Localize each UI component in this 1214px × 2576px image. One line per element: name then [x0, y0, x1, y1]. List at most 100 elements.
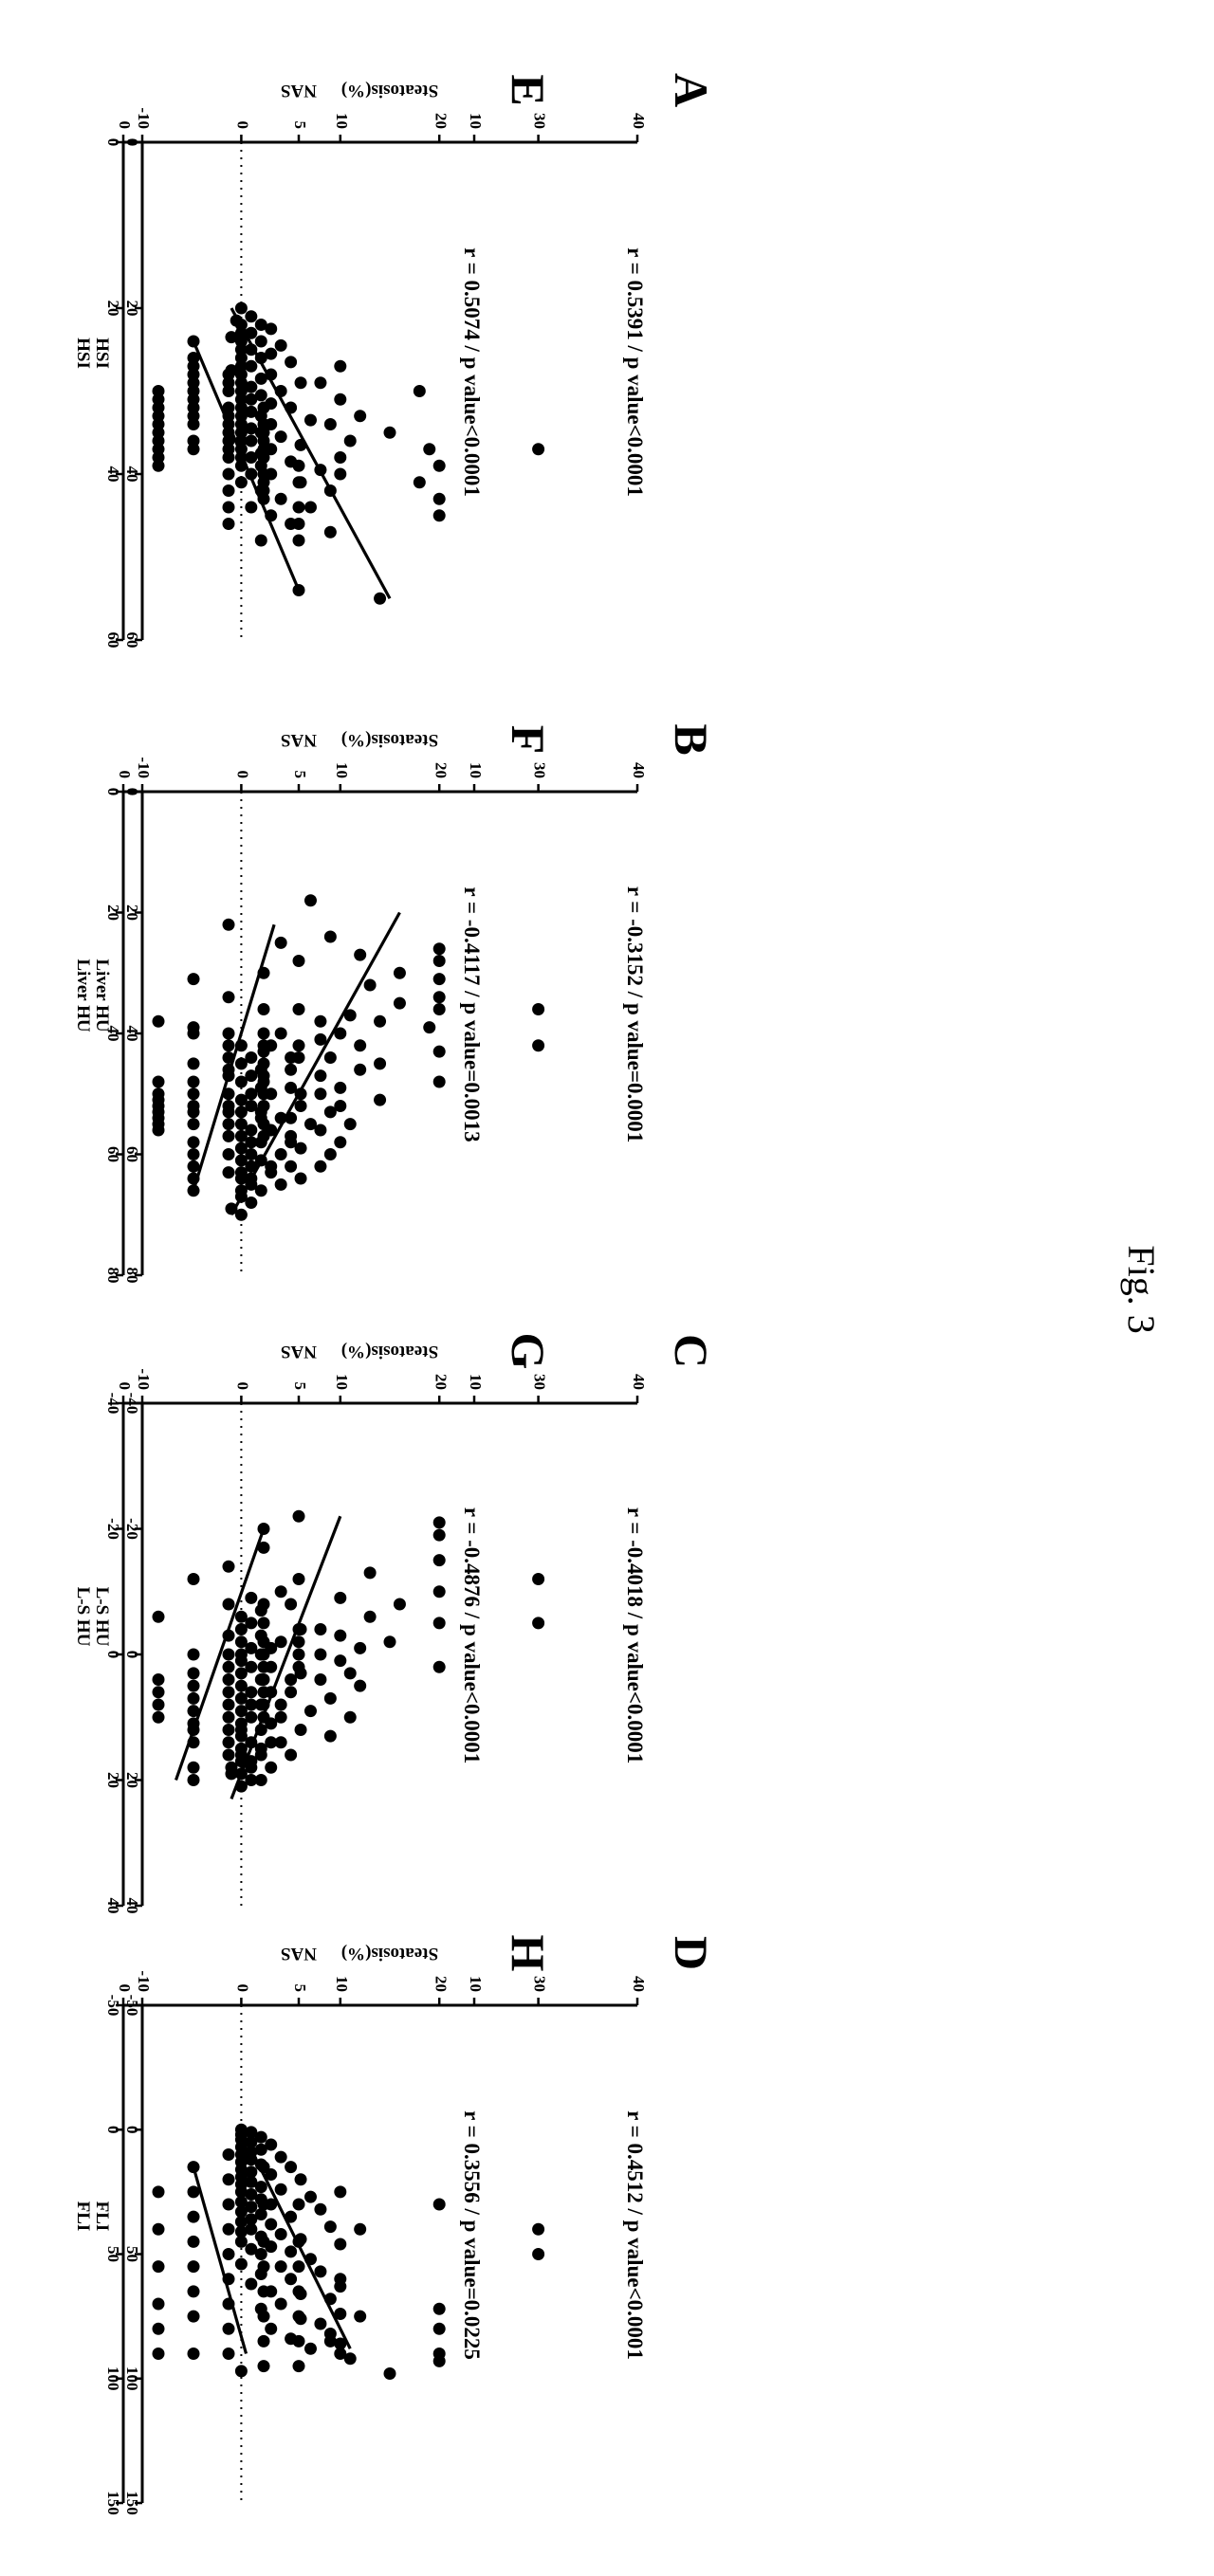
data-point [234, 1118, 248, 1131]
data-point [234, 1724, 248, 1736]
data-point [334, 2348, 347, 2360]
data-point [245, 2277, 258, 2291]
data-point [294, 1100, 307, 1112]
regression-line [192, 340, 301, 592]
data-point [343, 1667, 357, 1680]
data-point [294, 1142, 307, 1155]
data-point [285, 2273, 298, 2286]
data-point [292, 459, 305, 472]
panel-letter: G [502, 1333, 555, 1370]
data-point [323, 1148, 337, 1160]
data-point [187, 2210, 200, 2223]
data-point [245, 1148, 258, 1160]
data-point [532, 1573, 545, 1585]
y-tick-label: 0 [233, 121, 251, 130]
y-tick-label: -10 [135, 107, 153, 129]
panel-e: 0 5 10 0 20 40 60 NAS HSI r = 0.5074 / p value<0.… [73, 74, 555, 648]
y-axis-label: Steatosis(%) [341, 1342, 438, 1361]
data-point [222, 385, 235, 397]
data-point [292, 2360, 305, 2373]
data-point [245, 1774, 258, 1786]
data-point [152, 1014, 165, 1028]
x-tick-label: 20 [104, 301, 122, 317]
data-point [222, 1118, 235, 1131]
data-point [234, 1610, 248, 1623]
y-tick-label: 10 [333, 1374, 351, 1390]
data-point [314, 1069, 327, 1083]
data-point [292, 1573, 305, 1585]
x-tick-label: 20 [123, 1772, 141, 1788]
data-point [432, 2348, 446, 2360]
data-point [285, 1081, 298, 1094]
data-point [292, 2260, 305, 2274]
x-tick-label: -20 [104, 1518, 122, 1540]
data-point [187, 2348, 200, 2360]
regression-line [230, 307, 392, 600]
y-tick-label: 20 [432, 1374, 450, 1390]
y-tick-label: 0 [116, 1382, 134, 1391]
data-point [292, 1635, 305, 1649]
data-point [234, 1623, 248, 1635]
panel-g: 0 5 10 -40 -20 0 20 40 NAS L-S HU r = -0.4876 / p … [73, 1333, 555, 1914]
data-point [254, 2248, 267, 2260]
data-point [285, 1673, 298, 1686]
data-point [274, 492, 287, 505]
data-point [354, 410, 367, 423]
data-point [432, 955, 446, 967]
correlation-annotation: r = 0.3556 / p value=0.0225 [460, 2110, 484, 2360]
data-point [245, 1197, 258, 1209]
data-point [314, 1673, 327, 1686]
panel-letter: E [502, 74, 555, 105]
data-point [292, 955, 305, 967]
x-tick-label: 40 [104, 1898, 122, 1914]
y-tick-label: -10 [135, 1970, 153, 1992]
data-point [254, 2181, 267, 2194]
data-point [234, 1129, 248, 1142]
y-axis-label: NAS [281, 81, 317, 100]
data-point [245, 310, 258, 323]
data-point [222, 918, 235, 931]
data-point [245, 1761, 258, 1774]
regression-line [192, 2166, 248, 2354]
data-point [304, 2190, 317, 2203]
data-point [222, 1105, 235, 1119]
data-point [314, 1087, 327, 1101]
data-point [257, 1710, 270, 1724]
x-axis-label: Liver HU [92, 959, 112, 1032]
y-axis-label: Steatosis(%) [341, 1944, 438, 1964]
data-point [245, 1124, 258, 1137]
data-point [265, 322, 278, 336]
data-point [354, 1679, 367, 1692]
data-point [257, 1118, 270, 1131]
data-point [292, 534, 305, 547]
data-point [187, 1679, 200, 1692]
y-tick-label: 10 [333, 1976, 351, 1992]
data-point [152, 2260, 165, 2274]
data-point [245, 1660, 258, 1673]
data-point [187, 2235, 200, 2248]
data-point [432, 1617, 446, 1630]
data-point [274, 1698, 287, 1711]
data-point [274, 430, 287, 444]
data-point [274, 1178, 287, 1191]
y-tick-label: 40 [630, 113, 648, 129]
data-point [274, 2150, 287, 2164]
data-point [234, 2185, 248, 2199]
data-point [274, 1585, 287, 1599]
data-point [532, 2248, 545, 2260]
data-point [432, 1554, 446, 1567]
data-point [222, 467, 235, 481]
data-point [274, 936, 287, 949]
data-point [187, 1136, 200, 1149]
data-point [354, 948, 367, 961]
data-point [292, 1509, 305, 1523]
data-point [265, 1761, 278, 1774]
data-point [343, 1118, 357, 1131]
data-point [257, 1057, 270, 1070]
data-point [245, 1710, 258, 1724]
panel-letter: H [502, 1935, 555, 1972]
data-point [432, 1528, 446, 1542]
data-point [314, 1014, 327, 1028]
